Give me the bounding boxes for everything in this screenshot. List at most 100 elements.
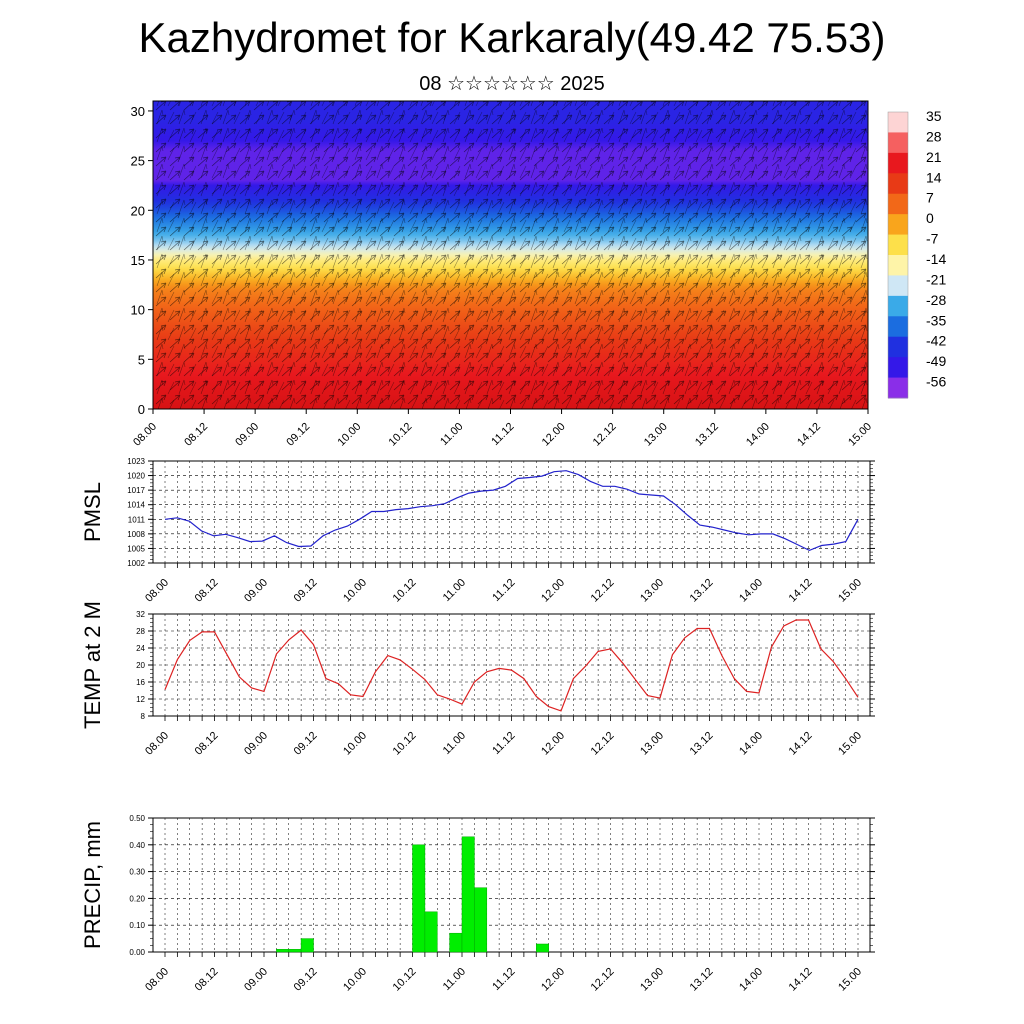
x-tick-label: 08.00	[143, 730, 171, 758]
x-tick-label: 15.00	[836, 966, 864, 994]
colorbar-swatch	[888, 336, 908, 358]
colorbar-swatch	[888, 193, 908, 215]
y-tick-label: 0.30	[129, 868, 145, 877]
heatmap-y-tick-label: 10	[131, 303, 145, 318]
colorbar-swatch	[888, 173, 908, 195]
heatmap-y-tick-label: 30	[131, 104, 145, 119]
colorbar-swatch	[888, 132, 908, 154]
x-tick-label: 09.12	[292, 966, 320, 994]
heatmap-x-tick-label: 08.00	[131, 421, 159, 449]
heatmap-x-tick-label: 12.12	[591, 421, 619, 449]
precip-bar	[461, 836, 475, 953]
heatmap-x-tick-label: 13.12	[693, 421, 721, 449]
x-tick-label: 14.12	[787, 730, 815, 758]
chart-title: Kazhydromet for Karkaraly(49.42 75.53)	[138, 14, 886, 61]
x-tick-label: 10.00	[341, 966, 369, 994]
pmsl-panel: 1002 1005 1008 1011 1014 1017 1020 1023 08.00 08.…	[80, 457, 875, 605]
precip-bar	[276, 949, 290, 953]
y-tick-label: 24	[136, 644, 145, 653]
colorbar-label: -49	[926, 353, 946, 369]
colorbar-swatch	[888, 377, 908, 399]
x-tick-label: 12.12	[589, 966, 617, 994]
colorbar-swatch	[888, 234, 908, 256]
x-tick-label: 10.12	[391, 966, 419, 994]
y-tick-label: 0.00	[129, 948, 145, 957]
y-tick-label: 0.10	[129, 921, 145, 930]
heatmap-y-tick-label: 15	[131, 253, 145, 268]
x-tick-label: 12.00	[539, 966, 567, 994]
colorbar-label: 0	[926, 210, 934, 226]
colorbar-label: 35	[926, 108, 942, 124]
colorbar-swatch	[888, 214, 908, 236]
heatmap-x-tick-label: 12.00	[540, 421, 568, 449]
precip-bar	[449, 932, 463, 953]
x-tick-label: 12.00	[539, 577, 567, 605]
y-tick-label: 0.20	[129, 894, 145, 903]
y-tick-label: 28	[136, 627, 145, 636]
colorbar-label: -35	[926, 312, 946, 328]
x-tick-label: 09.00	[242, 577, 270, 605]
y-axis-label: PRECIP, mm	[80, 821, 105, 949]
y-tick-label: 1023	[127, 457, 145, 466]
y-tick-label: 1008	[127, 530, 145, 539]
x-tick-label: 12.00	[539, 730, 567, 758]
x-tick-label: 13.00	[638, 577, 666, 605]
x-tick-label: 11.00	[441, 577, 468, 604]
x-tick-label: 13.12	[688, 966, 716, 994]
y-tick-label: 20	[136, 661, 145, 670]
colorbar-swatch	[888, 152, 908, 174]
heatmap-x-tick-label: 11.12	[489, 421, 516, 448]
pmsl-series-line	[164, 470, 859, 552]
x-tick-label: 13.12	[688, 730, 716, 758]
heatmap-y-tick-label: 25	[131, 154, 145, 169]
x-tick-label: 08.12	[193, 730, 221, 758]
x-tick-label: 08.00	[143, 966, 171, 994]
colorbar-label: 14	[926, 169, 942, 185]
colorbar-swatch	[888, 275, 908, 297]
x-tick-label: 10.12	[391, 730, 419, 758]
colorbar-label: -56	[926, 374, 946, 390]
heatmap-x-tick-label: 14.00	[744, 421, 772, 449]
x-tick-label: 13.00	[638, 730, 666, 758]
y-tick-label: 12	[136, 695, 145, 704]
chart-subtitle: 08 ☆☆☆☆☆☆ 2025	[419, 73, 605, 95]
x-tick-label: 11.12	[490, 966, 517, 993]
colorbar-label: 7	[926, 190, 934, 206]
heatmap-x-tick-label: 14.12	[795, 421, 823, 449]
x-tick-label: 11.12	[490, 577, 517, 604]
x-tick-label: 15.00	[836, 577, 864, 605]
x-tick-label: 12.12	[589, 577, 617, 605]
y-axis-label: PMSL	[80, 482, 105, 542]
y-tick-label: 16	[136, 678, 145, 687]
wind-barbs-secondary	[153, 101, 868, 409]
x-tick-label: 11.00	[441, 966, 468, 993]
x-tick-label: 12.12	[589, 730, 617, 758]
x-tick-label: 09.12	[292, 577, 320, 605]
y-tick-label: 0.50	[129, 814, 145, 823]
x-tick-label: 14.12	[787, 966, 815, 994]
colorbar-swatch	[888, 295, 908, 317]
x-tick-label: 09.00	[242, 966, 270, 994]
x-tick-label: 13.12	[688, 577, 716, 605]
colorbar-frame	[887, 111, 909, 399]
heatmap-y-tick-label: 0	[138, 402, 145, 417]
y-tick-label: 1005	[127, 544, 145, 553]
y-tick-label: 1020	[127, 472, 145, 481]
x-tick-label: 11.00	[441, 730, 468, 757]
colorbar-label: 21	[926, 149, 942, 165]
colorbar-legend: 35 28 21 14 7 0 -7 -14 -21 -28 -35 -42 -49 -56	[887, 108, 946, 399]
x-tick-label: 14.00	[737, 577, 765, 605]
y-tick-label: 32	[136, 610, 145, 619]
heatmap-x-tick-label: 13.00	[642, 421, 670, 449]
x-tick-label: 14.00	[737, 966, 765, 994]
precip-bar	[288, 949, 302, 953]
colorbar-swatch	[888, 316, 908, 338]
x-tick-label: 09.12	[292, 730, 320, 758]
y-tick-label: 1002	[127, 559, 145, 568]
precip-bar	[424, 911, 438, 953]
x-tick-label: 08.12	[193, 966, 221, 994]
x-tick-label: 11.12	[490, 730, 517, 757]
x-tick-label: 13.00	[638, 966, 666, 994]
temp-2m-panel: 8 12 16 20 24 28 32 08.00 08.12 09.00 09.12 10.00 10…	[80, 601, 875, 758]
colorbar-label: -28	[926, 292, 946, 308]
